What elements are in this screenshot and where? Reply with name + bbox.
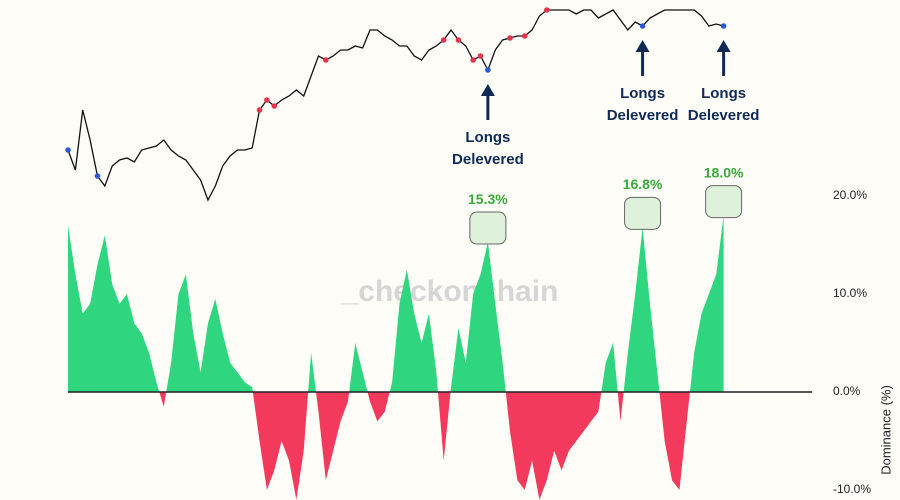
price-marker xyxy=(264,97,270,103)
price-marker xyxy=(521,33,528,39)
price-marker xyxy=(470,57,476,63)
price-marker xyxy=(544,7,550,13)
price-marker xyxy=(507,35,513,41)
price-marker xyxy=(256,107,263,113)
y-tick-label: 0.0% xyxy=(833,384,861,398)
price-marker xyxy=(477,53,484,59)
annotation-text: Longs xyxy=(701,85,746,102)
price-marker xyxy=(65,147,71,153)
peak-label: 16.8% xyxy=(623,176,663,192)
peak-box xyxy=(705,185,743,219)
annotation-text: Delevered xyxy=(688,107,760,124)
price-marker xyxy=(455,37,462,43)
arrow-head xyxy=(480,84,495,96)
watermark: _checkonchain xyxy=(341,275,559,308)
y-tick-label: 10.0% xyxy=(833,286,867,300)
price-marker xyxy=(440,37,447,43)
arrow-head xyxy=(716,40,731,52)
peak-label: 18.0% xyxy=(704,164,744,180)
annotation-text: Delevered xyxy=(607,107,679,124)
annotation-text: Longs xyxy=(465,129,510,146)
price-line xyxy=(67,9,724,202)
peak-box xyxy=(624,196,662,230)
arrow-head xyxy=(635,40,650,52)
y-tick-label: -10.0% xyxy=(833,482,871,496)
price-marker xyxy=(639,23,646,29)
price-marker xyxy=(323,57,329,63)
dominance-area xyxy=(68,215,724,500)
price-marker xyxy=(720,23,727,29)
y-tick-label: 20.0% xyxy=(833,188,867,202)
peak-label: 15.3% xyxy=(468,191,508,207)
price-marker xyxy=(271,103,278,109)
peak-box xyxy=(469,211,507,245)
price-marker xyxy=(94,173,101,179)
price-marker xyxy=(485,67,491,73)
annotation-text: Longs xyxy=(620,85,665,102)
y-axis-title: Dominance (%) xyxy=(878,385,893,475)
annotation-text: Delevered xyxy=(452,151,524,168)
